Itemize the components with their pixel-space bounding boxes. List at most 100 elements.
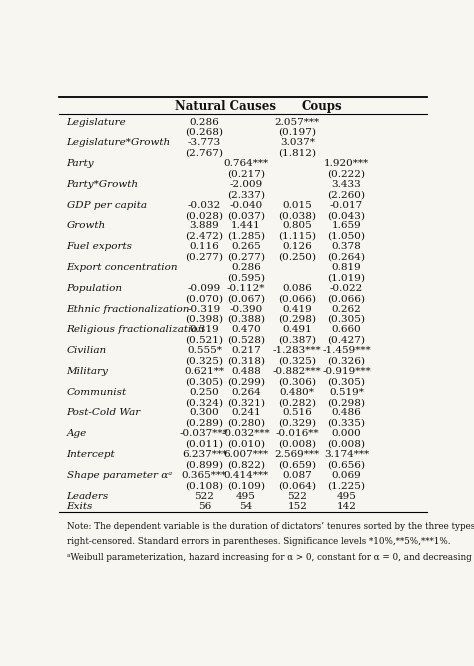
Text: (0.280): (0.280) [227,419,265,428]
Text: 0.660: 0.660 [332,326,361,334]
Text: (0.388): (0.388) [227,315,265,324]
Text: 1.659: 1.659 [332,222,361,230]
Text: Post-Cold War: Post-Cold War [66,408,141,418]
Text: (0.066): (0.066) [278,294,316,303]
Text: 0.414***: 0.414*** [223,471,268,480]
Text: (0.222): (0.222) [328,169,365,178]
Text: (0.325): (0.325) [185,356,223,366]
Text: Legislature: Legislature [66,117,127,127]
Text: 0.555*: 0.555* [187,346,222,355]
Text: 0.262: 0.262 [332,304,361,314]
Text: (1.285): (1.285) [227,232,265,241]
Text: right-censored. Standard errors in parentheses. Significance levels *10%,**5%,**: right-censored. Standard errors in paren… [66,537,450,546]
Text: (0.282): (0.282) [278,398,316,407]
Text: 0.819: 0.819 [332,263,361,272]
Text: (0.387): (0.387) [278,336,316,345]
Text: 1.441: 1.441 [231,222,261,230]
Text: 0.126: 0.126 [283,242,312,251]
Text: -0.319: -0.319 [188,304,221,314]
Text: (1.812): (1.812) [278,149,316,158]
Text: 2.057***: 2.057*** [275,117,320,127]
Text: (1.050): (1.050) [328,232,365,241]
Text: 54: 54 [239,502,253,511]
Text: (0.305): (0.305) [185,378,223,386]
Text: 0.764***: 0.764*** [223,159,268,168]
Text: Population: Population [66,284,123,293]
Text: (1.115): (1.115) [278,232,316,241]
Text: 0.378: 0.378 [332,242,361,251]
Text: Age: Age [66,430,87,438]
Text: 0.300: 0.300 [190,408,219,418]
Text: -1.283***: -1.283*** [273,346,321,355]
Text: 0.015: 0.015 [283,200,312,210]
Text: 0.264: 0.264 [231,388,261,397]
Text: (0.306): (0.306) [278,378,316,386]
Text: (0.659): (0.659) [278,460,316,470]
Text: 522: 522 [194,492,214,501]
Text: -0.032***: -0.032*** [221,430,270,438]
Text: (0.298): (0.298) [328,398,365,407]
Text: 6.237***: 6.237*** [182,450,227,459]
Text: Religious fractionalization: Religious fractionalization [66,326,205,334]
Text: -0.016**: -0.016** [275,430,319,438]
Text: (1.225): (1.225) [328,482,365,490]
Text: (0.010): (0.010) [227,440,265,449]
Text: 3.174***: 3.174*** [324,450,369,459]
Text: 0.805: 0.805 [283,222,312,230]
Text: 0.286: 0.286 [190,117,219,127]
Text: (0.277): (0.277) [185,252,223,262]
Text: -1.459***: -1.459*** [322,346,371,355]
Text: (0.038): (0.038) [278,211,316,220]
Text: -0.040: -0.040 [229,200,263,210]
Text: (0.822): (0.822) [227,460,265,470]
Text: (0.008): (0.008) [278,440,316,449]
Text: 0.319: 0.319 [190,326,219,334]
Text: (0.305): (0.305) [328,315,365,324]
Text: 0.488: 0.488 [231,367,261,376]
Text: (0.067): (0.067) [227,294,265,303]
Text: 0.286: 0.286 [231,263,261,272]
Text: (0.109): (0.109) [227,482,265,490]
Text: (2.260): (2.260) [328,190,365,199]
Text: 0.491: 0.491 [283,326,312,334]
Text: Military: Military [66,367,109,376]
Text: Exits: Exits [66,502,93,511]
Text: (0.326): (0.326) [328,356,365,366]
Text: (2.337): (2.337) [227,190,265,199]
Text: -0.099: -0.099 [188,284,221,293]
Text: 0.250: 0.250 [190,388,219,397]
Text: 56: 56 [198,502,211,511]
Text: Natural Causes: Natural Causes [174,100,275,113]
Text: (0.321): (0.321) [227,398,265,407]
Text: Export concentration: Export concentration [66,263,178,272]
Text: -0.882***: -0.882*** [273,367,321,376]
Text: (0.305): (0.305) [328,378,365,386]
Text: 0.087: 0.087 [283,471,312,480]
Text: (0.595): (0.595) [227,274,265,282]
Text: (0.217): (0.217) [227,169,265,178]
Text: 0.365***: 0.365*** [182,471,227,480]
Text: (0.521): (0.521) [185,336,223,345]
Text: (0.250): (0.250) [278,252,316,262]
Text: (0.318): (0.318) [227,356,265,366]
Text: Note: The dependent variable is the duration of dictators’ tenures sorted by the: Note: The dependent variable is the dura… [66,522,474,531]
Text: ᵃWeibull parameterization, hazard increasing for α > 0, constant for α = 0, and : ᵃWeibull parameterization, hazard increa… [66,553,474,561]
Text: (0.037): (0.037) [227,211,265,220]
Text: Leaders: Leaders [66,492,109,501]
Text: 522: 522 [287,492,307,501]
Text: 152: 152 [287,502,307,511]
Text: (0.298): (0.298) [278,315,316,324]
Text: (0.011): (0.011) [185,440,223,449]
Text: 2.569***: 2.569*** [275,450,320,459]
Text: (0.028): (0.028) [185,211,223,220]
Text: 0.621**: 0.621** [184,367,224,376]
Text: -0.017: -0.017 [330,200,363,210]
Text: 0.516: 0.516 [283,408,312,418]
Text: (0.108): (0.108) [185,482,223,490]
Text: 0.086: 0.086 [283,284,312,293]
Text: Party: Party [66,159,94,168]
Text: 0.217: 0.217 [231,346,261,355]
Text: Civilian: Civilian [66,346,107,355]
Text: (0.268): (0.268) [185,128,223,137]
Text: (0.064): (0.064) [278,482,316,490]
